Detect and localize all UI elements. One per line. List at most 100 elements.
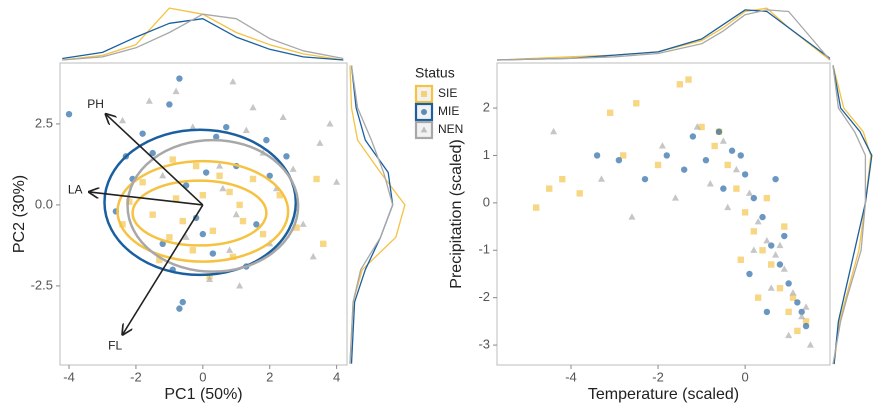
point bbox=[780, 265, 788, 272]
point bbox=[192, 162, 200, 170]
point bbox=[559, 175, 566, 183]
point bbox=[320, 240, 327, 248]
point bbox=[776, 284, 784, 292]
point bbox=[641, 175, 649, 183]
point bbox=[759, 247, 766, 254]
point bbox=[750, 228, 758, 235]
point bbox=[229, 253, 237, 260]
point bbox=[794, 327, 801, 335]
point bbox=[309, 252, 317, 260]
point bbox=[772, 251, 780, 258]
point bbox=[199, 230, 207, 238]
point bbox=[671, 194, 679, 201]
x-tick-label: 4 bbox=[333, 369, 340, 384]
x-tick-label: -4 bbox=[565, 369, 577, 384]
point bbox=[159, 171, 167, 179]
loading-arrow bbox=[106, 114, 204, 206]
point bbox=[741, 171, 749, 178]
point bbox=[229, 77, 237, 85]
point bbox=[663, 152, 670, 159]
point bbox=[763, 236, 771, 244]
y-tick-label: 0.0 bbox=[35, 196, 53, 211]
point bbox=[550, 127, 558, 135]
y-axis-title: PC2 (30%) bbox=[11, 175, 28, 253]
point bbox=[685, 76, 692, 83]
ellipse bbox=[116, 159, 290, 263]
point bbox=[715, 128, 723, 135]
point bbox=[768, 261, 775, 268]
y-tick-label: -3 bbox=[478, 337, 490, 352]
point bbox=[239, 217, 247, 225]
point bbox=[693, 123, 701, 130]
point bbox=[119, 116, 127, 124]
point bbox=[172, 195, 180, 202]
point bbox=[199, 192, 207, 199]
point bbox=[654, 161, 662, 169]
point bbox=[789, 294, 797, 301]
point bbox=[802, 322, 810, 330]
x-tick-label: -2 bbox=[652, 369, 664, 384]
point bbox=[266, 172, 273, 179]
point bbox=[289, 165, 297, 172]
point bbox=[259, 230, 267, 238]
point bbox=[226, 188, 233, 196]
point bbox=[176, 75, 183, 82]
point bbox=[768, 242, 775, 249]
y-tick-label: 2 bbox=[483, 99, 490, 114]
y-tick-label: 1 bbox=[483, 147, 490, 162]
point bbox=[189, 247, 196, 254]
loading-arrow bbox=[89, 192, 203, 206]
y-tick-label: -2 bbox=[478, 289, 490, 304]
point bbox=[139, 130, 146, 137]
x-axis-title: PC1 (50%) bbox=[164, 386, 242, 403]
point bbox=[232, 210, 240, 218]
point bbox=[750, 194, 758, 202]
point bbox=[532, 204, 540, 211]
point bbox=[741, 209, 749, 216]
point bbox=[253, 221, 260, 228]
point bbox=[293, 224, 300, 231]
point bbox=[263, 136, 270, 144]
point bbox=[798, 308, 805, 316]
legend-label: MIE bbox=[438, 104, 459, 118]
point bbox=[728, 147, 736, 154]
point bbox=[719, 137, 727, 144]
x-tick-label: 0 bbox=[199, 369, 206, 384]
legend-marker bbox=[421, 91, 427, 97]
point bbox=[750, 246, 758, 253]
point bbox=[680, 166, 688, 173]
point bbox=[802, 303, 810, 310]
point bbox=[802, 318, 810, 325]
point bbox=[593, 152, 601, 159]
point bbox=[272, 184, 280, 192]
point bbox=[789, 289, 797, 296]
point bbox=[785, 280, 792, 287]
point bbox=[763, 308, 771, 316]
point bbox=[139, 179, 146, 186]
legend-marker bbox=[421, 109, 427, 115]
legend-marker bbox=[420, 126, 428, 133]
point bbox=[236, 201, 243, 209]
point bbox=[776, 261, 784, 268]
density-line bbox=[350, 65, 394, 364]
point bbox=[658, 142, 666, 149]
plot-frame bbox=[496, 62, 831, 366]
point bbox=[149, 149, 156, 157]
point bbox=[276, 192, 283, 199]
point bbox=[576, 190, 583, 197]
point bbox=[597, 175, 605, 182]
point bbox=[689, 133, 697, 140]
point bbox=[785, 331, 793, 339]
point bbox=[65, 110, 73, 118]
density-line bbox=[496, 7, 831, 61]
point bbox=[781, 223, 788, 230]
point bbox=[794, 299, 801, 306]
point bbox=[249, 175, 257, 183]
point bbox=[698, 123, 705, 131]
legend-label: SIE bbox=[438, 86, 457, 100]
point bbox=[724, 203, 732, 211]
point bbox=[216, 172, 223, 179]
point bbox=[249, 103, 257, 111]
point bbox=[776, 241, 784, 249]
